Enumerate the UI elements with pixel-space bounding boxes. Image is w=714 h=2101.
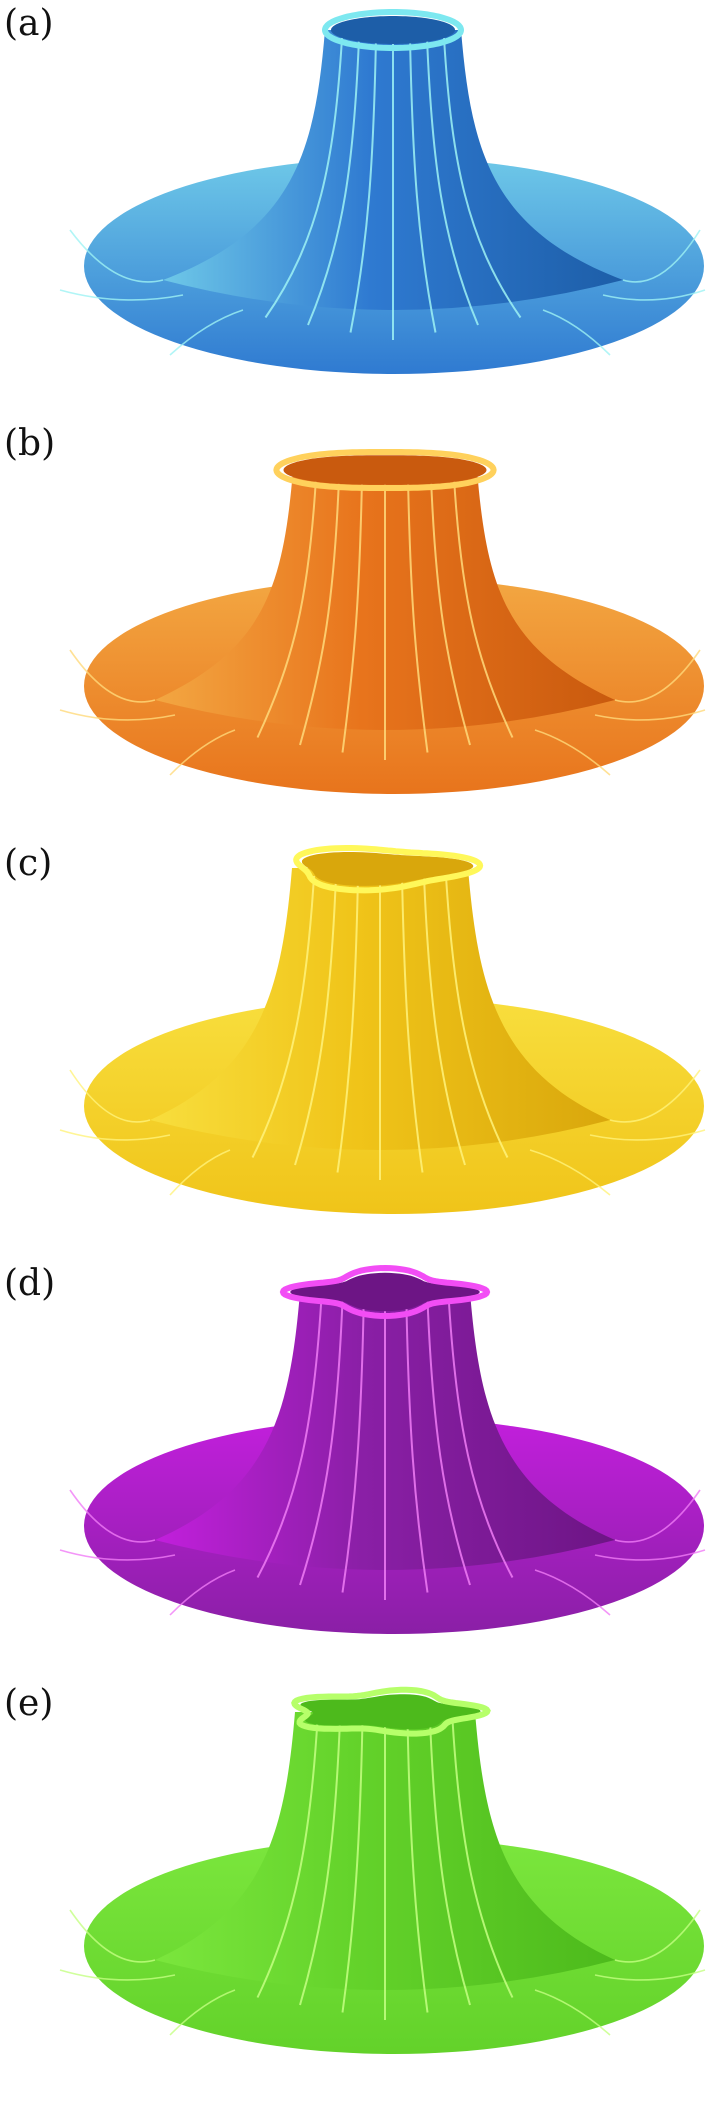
panel-label-b: (b) [4, 426, 55, 462]
panel-label-a: (a) [4, 6, 54, 42]
panel-a [60, 12, 705, 374]
panel-e [60, 1690, 705, 2054]
panel-c [60, 848, 705, 1214]
panel-d [60, 1268, 705, 1634]
panel-label-c: (c) [4, 846, 52, 882]
panel-label-d: (d) [4, 1266, 55, 1302]
inner-opening [284, 455, 487, 485]
panel-b [60, 452, 705, 794]
panel-label-e: (e) [4, 1686, 53, 1722]
inner-opening [331, 16, 455, 44]
